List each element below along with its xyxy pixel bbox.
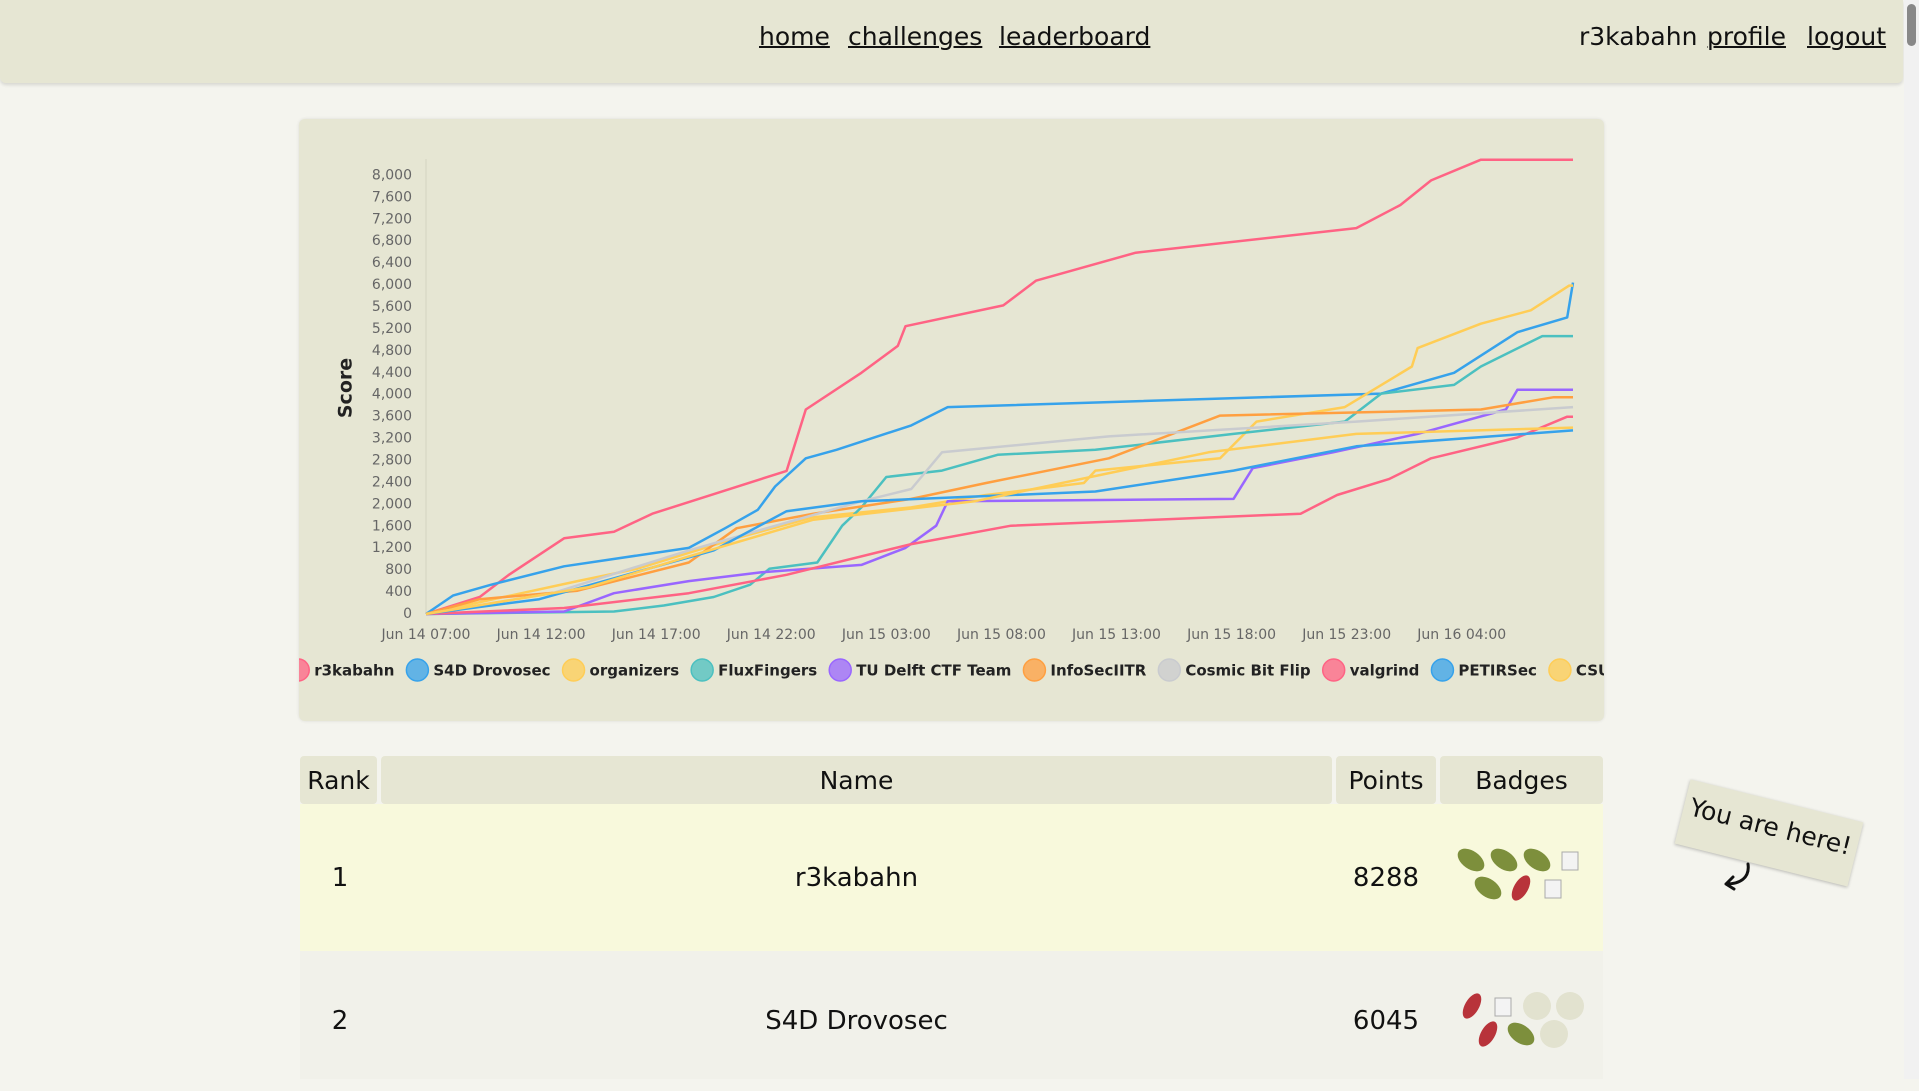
column-header: Badges xyxy=(1440,756,1603,804)
legend-swatch xyxy=(828,658,852,682)
legend-swatch xyxy=(690,658,714,682)
user-name: r3kabahn xyxy=(1579,22,1698,51)
legend-label: PETIRSec xyxy=(1458,662,1536,680)
nav-link[interactable]: challenges xyxy=(848,22,983,51)
x-tick-label: Jun 15 03:00 xyxy=(841,627,931,643)
x-tick-label: Jun 14 22:00 xyxy=(726,627,816,643)
arrow-icon xyxy=(1724,862,1750,891)
column-header: Name xyxy=(381,756,1332,804)
y-tick-label: 1,200 xyxy=(372,540,412,556)
series-line xyxy=(425,426,1574,616)
y-axis-label: Score xyxy=(335,358,357,418)
y-tick-label: 6,000 xyxy=(372,277,412,293)
legend-label: InfoSecIITR xyxy=(1050,662,1146,680)
legend-swatch xyxy=(561,658,586,682)
y-tick-label: 6,400 xyxy=(372,255,412,271)
y-tick-label: 2,800 xyxy=(372,453,412,469)
legend-swatch xyxy=(1157,658,1182,682)
legend-label: TU Delft CTF Team xyxy=(856,662,1011,680)
y-tick-label: 5,200 xyxy=(372,321,412,337)
legend-label: FluxFingers xyxy=(718,662,817,680)
nav-link[interactable]: home xyxy=(759,22,830,51)
team-name[interactable]: S4D Drovosec xyxy=(765,1006,948,1036)
x-tick-label: Jun 14 12:00 xyxy=(496,627,586,643)
legend-swatch xyxy=(1321,658,1346,682)
rank: 2 xyxy=(331,1006,349,1036)
scrollbar-thumb xyxy=(1907,4,1916,46)
y-tick-label: 8,000 xyxy=(372,167,412,183)
legend-label: organizers xyxy=(590,662,680,680)
y-tick-label: 5,600 xyxy=(372,299,412,315)
y-tick-label: 2,400 xyxy=(372,474,412,490)
rank: 1 xyxy=(331,862,349,893)
y-tick-label: 2,000 xyxy=(372,496,412,512)
y-tick-label: 0 xyxy=(403,606,412,622)
legend-label: valgrind xyxy=(1350,662,1420,680)
y-tick-label: 4,400 xyxy=(372,365,412,381)
x-tick-label: Jun 14 07:00 xyxy=(381,627,471,643)
chart-card: Score 0 400 800 1,200 1,600 2,000 2,400 2,800 3,… xyxy=(299,119,1604,721)
legend-swatch xyxy=(1022,658,1047,682)
nav-link[interactable]: leaderboard xyxy=(999,22,1151,51)
series-line xyxy=(425,282,1575,616)
column-header: Points xyxy=(1336,756,1436,804)
y-tick-label: 400 xyxy=(385,584,412,600)
x-tick-label: Jun 15 13:00 xyxy=(1071,627,1161,643)
series-line xyxy=(425,388,1573,616)
legend-swatch xyxy=(405,658,430,682)
y-tick-label: 4,000 xyxy=(372,387,412,403)
series-line xyxy=(425,415,1573,616)
annotation: You are here! xyxy=(1686,792,1855,861)
y-tick-label: 4,800 xyxy=(372,343,412,359)
column-header: Rank xyxy=(300,756,377,804)
points: 8288 xyxy=(1352,862,1420,893)
y-tick-label: 1,600 xyxy=(372,518,412,534)
series-line xyxy=(425,158,1573,616)
x-tick-label: Jun 14 17:00 xyxy=(611,627,701,643)
chart: Score 0 400 800 1,200 1,600 2,000 2,400 2,800 3,… xyxy=(299,158,1604,682)
legend-label: Cosmic Bit Flip xyxy=(1185,662,1311,680)
y-tick-label: 800 xyxy=(385,562,412,578)
scrollbar xyxy=(1904,0,1919,1079)
navbar: home challenges leaderboard r3kabahn pro… xyxy=(0,0,1903,83)
badges xyxy=(1457,848,1579,901)
x-tick-label: Jun 15 23:00 xyxy=(1301,627,1391,643)
team-name[interactable]: r3kabahn xyxy=(794,862,919,893)
y-tick-label: 7,600 xyxy=(372,189,412,205)
x-tick-label: Jun 15 18:00 xyxy=(1186,627,1276,643)
legend-swatch xyxy=(299,658,310,682)
legend-swatch xyxy=(1430,658,1455,682)
legend-swatch xyxy=(1548,658,1572,682)
legend-label: S4D Drovosec xyxy=(433,662,550,680)
series-line xyxy=(425,284,1573,616)
logout-link[interactable]: logout xyxy=(1807,22,1887,51)
y-tick-label: 3,600 xyxy=(372,409,412,425)
series-line xyxy=(425,405,1574,616)
badges xyxy=(1462,992,1584,1048)
y-tick-label: 3,200 xyxy=(372,431,412,447)
x-tick-label: Jun 16 04:00 xyxy=(1416,627,1506,643)
series-line xyxy=(425,429,1574,616)
points: 6045 xyxy=(1352,1006,1420,1036)
you-are-here-tag: You are here! xyxy=(1674,779,1864,887)
legend-label: CSUI xyxy=(1576,662,1604,680)
table-row: 2 S4D Drovosec 6045 xyxy=(300,951,1603,1079)
profile-link[interactable]: profile xyxy=(1707,22,1786,51)
x-tick-label: Jun 15 08:00 xyxy=(956,627,1046,643)
y-tick-label: 6,800 xyxy=(372,233,412,249)
legend-label: r3kabahn xyxy=(314,662,394,680)
series-line xyxy=(425,334,1573,616)
y-tick-label: 7,200 xyxy=(372,211,412,227)
table-row: 1 r3kabahn 8288 xyxy=(300,804,1603,952)
